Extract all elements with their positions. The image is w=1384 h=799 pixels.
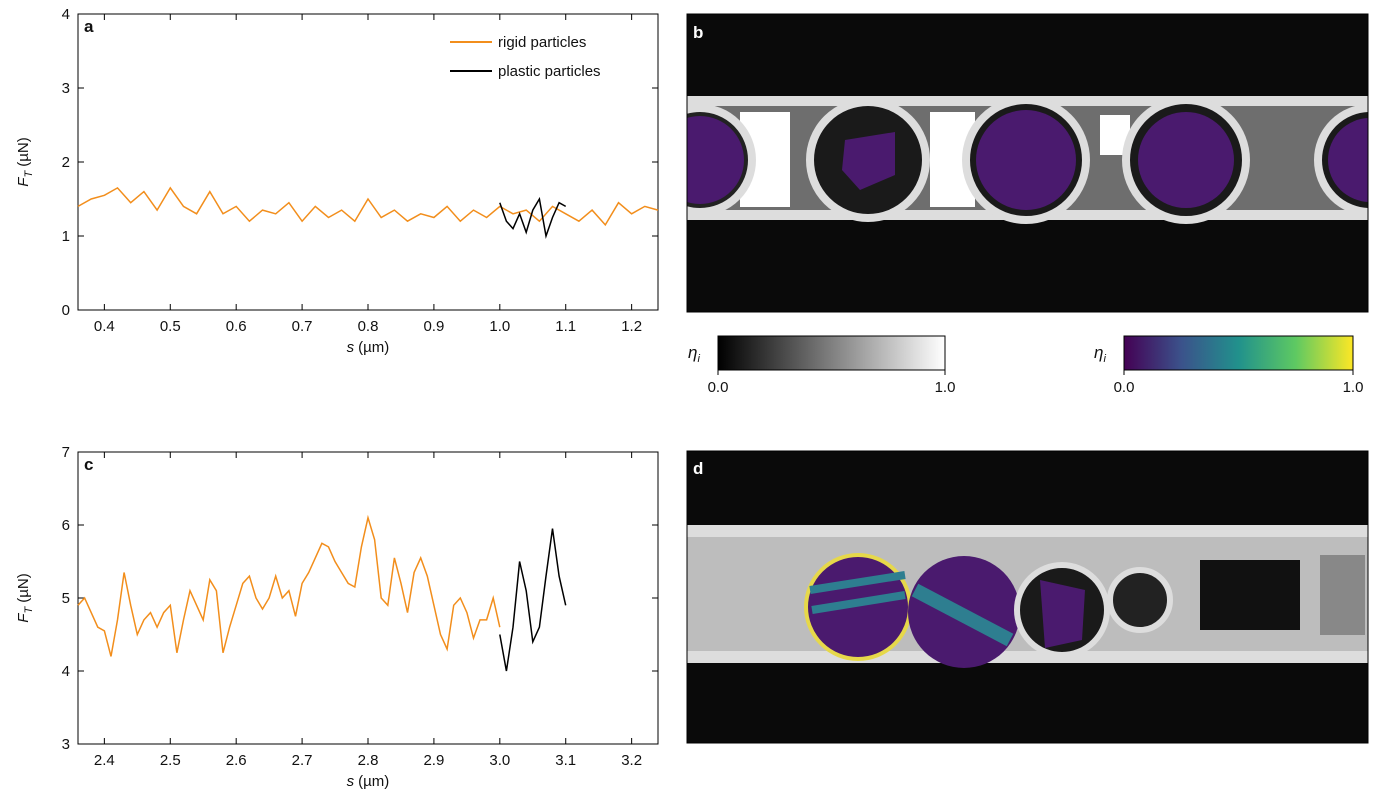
y-tick-label: 1 [62,228,70,245]
simulation-image-b [687,14,1368,312]
data-line [77,514,501,657]
colorbar-tick-label: 0.0 [708,379,729,396]
label-part: F [15,613,32,623]
x-tick-label: 3.1 [555,752,576,769]
x-tick-label: 2.9 [423,752,444,769]
y-tick-label: 5 [62,590,70,607]
y-tick-label: 3 [62,80,70,97]
x-tick-label: 3.2 [621,752,642,769]
x-tick-label: 0.7 [292,318,313,335]
x-tick-label: 1.1 [555,318,576,335]
panel-label: b [693,23,703,42]
panel-label: a [84,17,94,36]
x-tick-label: 0.9 [423,318,444,335]
label-part: i [1103,353,1106,365]
data-line [499,528,567,672]
x-tick-label: 0.5 [160,318,181,335]
panel-label: d [693,459,703,478]
plot-frame [77,451,659,745]
y-tick-label: 7 [62,444,70,461]
x-tick-label: 2.4 [94,752,115,769]
colorbar [717,335,946,371]
image-frame [686,450,1369,744]
data-line [499,196,567,239]
label-part: T [23,606,35,614]
label-part: T [23,170,35,178]
x-tick-label: 2.6 [226,752,247,769]
colorbar-label: ηi [1094,343,1106,365]
y-tick-label: 2 [62,154,70,171]
legend-label: rigid particles [498,34,586,51]
x-tick-label: 0.8 [358,318,379,335]
colorbar-tick-label: 1.0 [1343,379,1364,396]
y-tick-label: 4 [62,663,70,680]
x-tick-label: 3.0 [489,752,510,769]
label-part: η [1094,343,1103,362]
x-tick-label: 2.5 [160,752,181,769]
y-tick-label: 3 [62,736,70,753]
y-axis-label: FT (µN) [15,137,35,186]
legend-label: plastic particles [498,63,601,80]
y-tick-label: 6 [62,517,70,534]
x-tick-label: 2.8 [358,752,379,769]
y-tick-label: 4 [62,6,70,23]
x-tick-label: 0.6 [226,318,247,335]
plot-frame [77,13,659,311]
y-axis-label: FT (µN) [15,573,35,622]
x-tick-label: 1.0 [489,318,510,335]
colorbar-tick-label: 0.0 [1114,379,1135,396]
colorbar [1123,335,1354,371]
label-part: (µm) [358,339,389,356]
label-part: (µN) [15,573,32,602]
x-axis-label: s (µm) [347,339,390,356]
x-axis-label: s (µm) [347,773,390,790]
label-part: η [688,343,697,362]
label-part: (µm) [358,773,389,790]
image-frame [686,13,1369,313]
panel-label: c [84,455,93,474]
label-part: (µN) [15,137,32,166]
colorbar-label: ηi [688,343,700,365]
x-tick-label: 0.4 [94,318,115,335]
x-tick-label: 1.2 [621,318,642,335]
data-line [77,186,659,227]
label-part: F [15,177,32,187]
y-tick-label: 0 [62,302,70,319]
label-part: s [347,773,355,790]
colorbar-tick-label: 1.0 [935,379,956,396]
simulation-image-d [687,451,1368,743]
x-tick-label: 2.7 [292,752,313,769]
label-part: i [697,353,700,365]
label-part: s [347,339,355,356]
